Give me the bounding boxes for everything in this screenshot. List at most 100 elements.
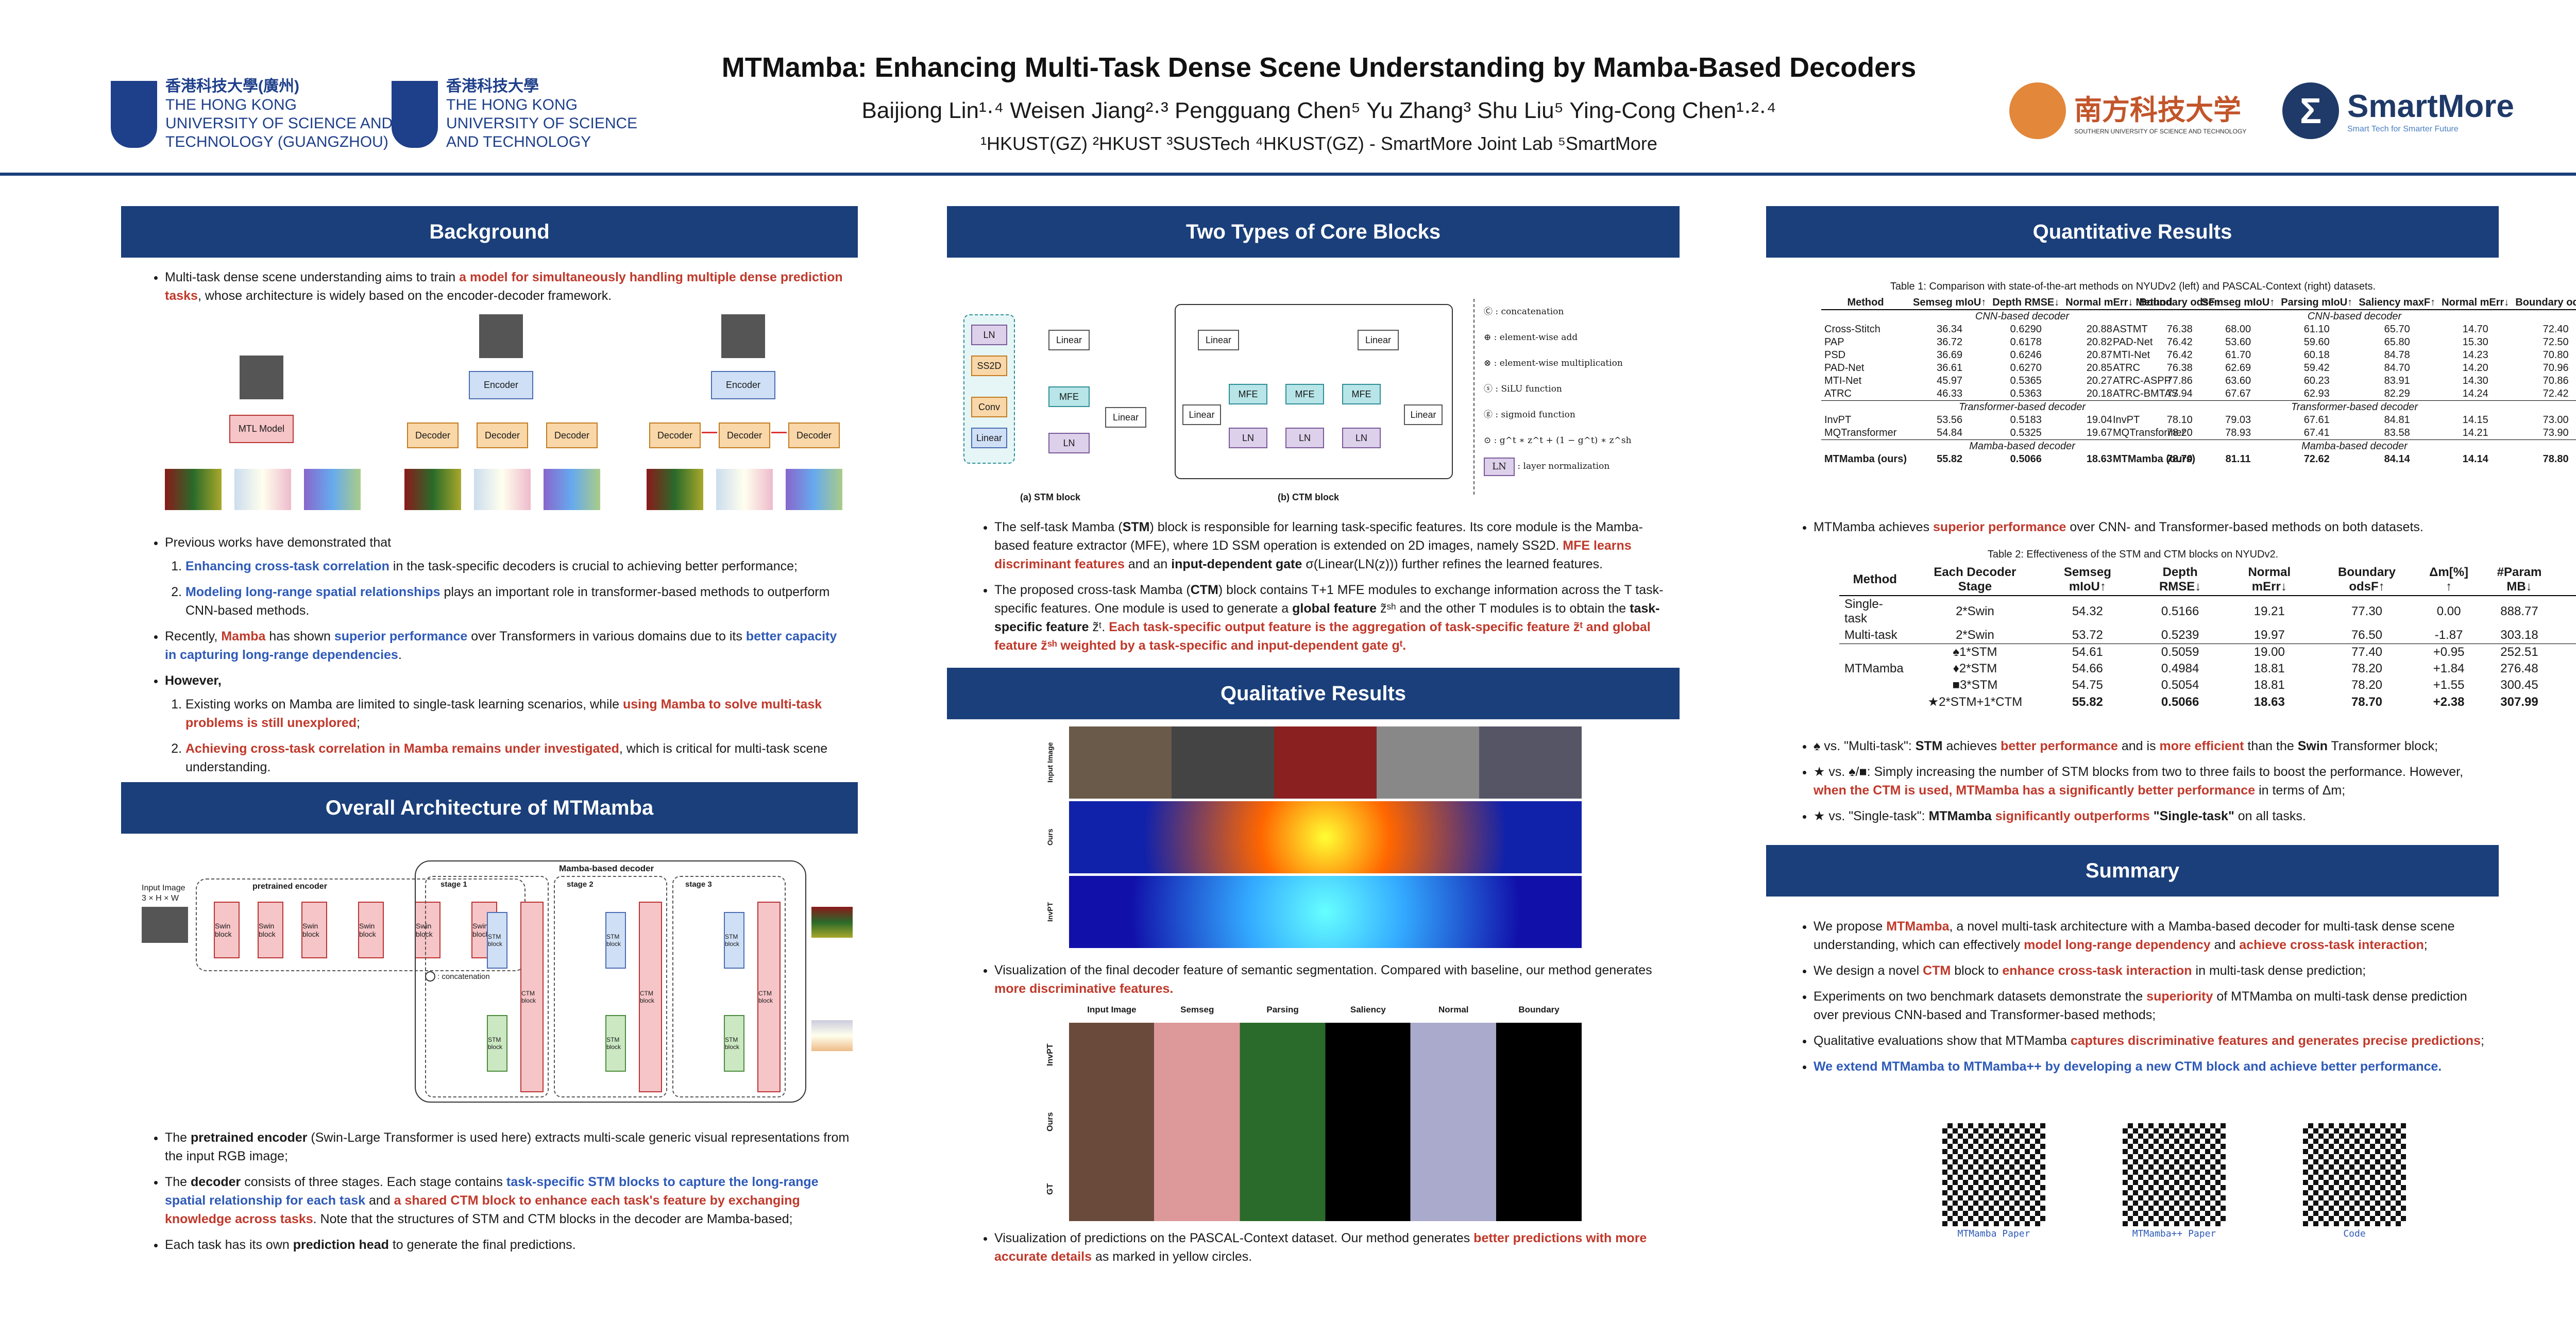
legend-item: ⓖ : sigmoid function <box>1484 402 1632 428</box>
table-cell: 54.84 <box>1937 427 1963 438</box>
table-cell: 18.81 <box>2253 678 2285 692</box>
table-cell: 300.45 <box>2500 678 2538 692</box>
table-cell: 81.11 <box>2225 453 2251 465</box>
text: to generate the final predictions. <box>388 1238 576 1252</box>
text: z̃ˢʰ and the other T modules is to obtai… <box>1377 601 1630 616</box>
highlight: Achieving cross-task correlation in Mamb… <box>185 741 619 756</box>
table-cell: 0.00 <box>2436 604 2461 618</box>
ln-box: LN <box>1229 428 1267 448</box>
qr-item[interactable]: MTMamba++ Paper <box>2123 1123 2226 1252</box>
text: pretrained encoder <box>191 1130 308 1145</box>
mfe-box: MFE <box>1342 384 1381 404</box>
ss2d-box: SS2D <box>971 356 1007 376</box>
table-cell: 54.75 <box>2072 678 2103 692</box>
highlight: better predictions with more accurate de… <box>994 1231 1647 1264</box>
qr-label: Code <box>2343 1228 2366 1239</box>
logo-line: AND TECHNOLOGY <box>446 133 591 150</box>
stm-block: STM block <box>605 1015 626 1072</box>
table-row: PAD-Net 53.60 59.60 65.80 15.30 72.50 <box>2110 336 2576 349</box>
swin-block: Swin block <box>415 902 440 958</box>
ln-box: LN <box>1285 428 1324 448</box>
table-row: MTI-Net 61.70 60.18 84.78 14.23 70.80 <box>2110 349 2576 362</box>
highlight: MTMamba <box>1886 919 1950 934</box>
table-cell: PAP <box>1824 336 1844 348</box>
linear-box: Linear <box>1105 407 1146 428</box>
text: , a novel multi-task architecture with a… <box>1814 919 2455 952</box>
legend-item: LN : layer normalization <box>1484 453 1632 479</box>
table1-left: Method Semseg mIoU↑ Depth RMSE↓ Normal mErr… <box>1821 296 2224 466</box>
qr-code-icon[interactable] <box>2123 1123 2226 1226</box>
table-cell: Multi-task <box>1844 628 1897 642</box>
qr-code-icon[interactable] <box>1942 1123 2045 1226</box>
background-intro: Multi-task dense scene understanding aim… <box>149 268 850 312</box>
legend-text: : concatenation <box>437 972 490 981</box>
table-cell: 84.14 <box>2384 453 2410 465</box>
input-label: Input Image <box>142 884 185 892</box>
text: ♠ vs. "Multi-task": <box>1814 739 1916 753</box>
affiliation-list: ¹HKUST(GZ) ²HKUST ³SUSTech ⁴HKUST(GZ) - … <box>980 133 1657 154</box>
row-label: Input Image <box>1046 742 1054 783</box>
table-cell: InvPT <box>1824 414 1852 426</box>
decoder-box: Decoder <box>546 422 598 448</box>
architecture-bullets: The pretrained encoder (Swin-Large Trans… <box>149 1128 850 1261</box>
output-semseg <box>404 469 461 510</box>
highlight: superiority <box>2146 989 2213 1004</box>
table-cell: 0.5054 <box>2161 678 2199 692</box>
table-cell: 36.69 <box>1937 349 1963 361</box>
stm-block: STM block <box>724 1015 744 1072</box>
col-header: Semseg <box>1180 1005 1214 1014</box>
table-group-label: Mamba-based decoder <box>1821 439 2224 453</box>
qr-item[interactable]: MTMamba Paper <box>1942 1123 2045 1252</box>
table-cell: 0.5059 <box>2161 645 2199 659</box>
text: Previous works have demonstrated that <box>165 535 392 550</box>
table-cell: 77.30 <box>2351 604 2383 618</box>
text: , whose architecture is widely based on … <box>197 289 612 303</box>
table-cell: 14.24 <box>2462 388 2488 399</box>
text: σ(Linear(LN(z))) further refines the lea… <box>1302 557 1603 571</box>
table-cell: 18.63 <box>2086 453 2112 465</box>
add-icon: ⊕ <box>1484 332 1494 343</box>
row-label: GT <box>1046 1183 1055 1195</box>
text: on all tasks. <box>2234 809 2306 823</box>
text: than the <box>2244 739 2298 753</box>
text: and is <box>2117 739 2160 753</box>
text: and an <box>1124 557 1172 571</box>
table-cell: 83.91 <box>2384 375 2410 386</box>
decoder-box: Decoder <box>477 422 528 448</box>
summary-bullets: We propose MTMamba, a novel multi-task a… <box>1798 917 2488 1083</box>
table-cell: +1.55 <box>2433 678 2465 692</box>
table-row: Cross-Stitch 36.34 0.6290 20.88 76.38 <box>1821 323 2223 336</box>
table-cell: 20.18 <box>2086 388 2112 399</box>
qr-item[interactable]: Code <box>2303 1123 2406 1252</box>
table-cell: 0.6270 <box>2010 362 2042 374</box>
text: achieves <box>1942 739 2001 753</box>
text: ; <box>2424 938 2428 952</box>
table-cell: 61.70 <box>2225 349 2251 361</box>
highlight: better performance <box>2001 739 2118 753</box>
table-cell: 0.5183 <box>2010 414 2042 426</box>
highlight: We extend MTMamba to MTMamba++ by develo… <box>1814 1059 2442 1074</box>
col-header: Boundary <box>1518 1005 1560 1014</box>
qr-code-icon[interactable] <box>2303 1123 2406 1226</box>
stm-caption: (a) STM block <box>1020 492 1081 502</box>
core-blocks-text: The self-task Mamba (STM) block is respo… <box>979 518 1669 662</box>
table-group-label: CNN-based decoder <box>2110 309 2576 323</box>
table-cell: MQTransformer <box>1824 427 1897 438</box>
table-cell: 60.23 <box>2303 375 2330 386</box>
text: and <box>365 1193 394 1208</box>
table-cell: 72.50 <box>2543 336 2569 348</box>
table-cell: 55.82 <box>2072 695 2103 709</box>
text: over Transformers in various domains due… <box>467 629 746 644</box>
highlight: superior performance <box>334 629 468 644</box>
sustech-emblem-icon <box>2009 82 2066 139</box>
input-image <box>240 356 283 399</box>
table-row: InvPT 53.56 0.5183 19.04 78.10 <box>1821 414 2223 427</box>
legend-item: ⓢ : SiLU function <box>1484 376 1632 402</box>
table-cell: 62.69 <box>2225 362 2251 374</box>
text: decoder <box>191 1175 241 1189</box>
table-cell: 70.80 <box>2543 349 2569 361</box>
ctm-caption: (b) CTM block <box>1278 492 1339 502</box>
logo-line: 香港科技大學 <box>446 78 539 95</box>
text: STM <box>1122 520 1150 534</box>
table-cell: 53.56 <box>1937 414 1963 426</box>
